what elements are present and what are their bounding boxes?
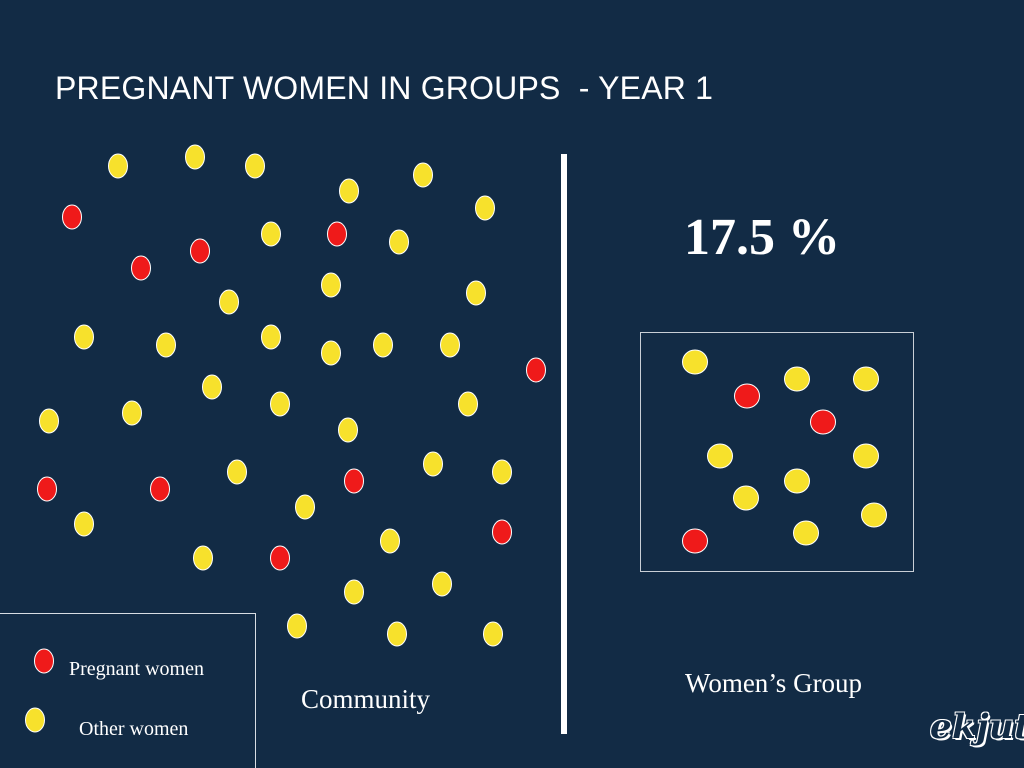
community-other-dot	[193, 545, 213, 571]
community-other-dot	[387, 621, 407, 647]
group-pregnant-dot	[682, 528, 708, 554]
community-pregnant-dot	[270, 545, 290, 571]
community-pregnant-dot	[492, 519, 512, 545]
community-other-dot	[466, 280, 486, 306]
community-other-dot	[261, 221, 281, 247]
community-pregnant-dot	[190, 238, 210, 264]
legend-box	[0, 613, 256, 768]
womens-group-dots	[682, 349, 887, 554]
legend-other-dot	[25, 707, 45, 733]
community-other-dot	[122, 400, 142, 426]
group-other-dot	[733, 485, 759, 511]
community-other-dot	[389, 229, 409, 255]
community-other-dot	[440, 332, 460, 358]
community-other-dot	[270, 391, 290, 417]
community-pregnant-dot	[37, 476, 57, 502]
community-pregnant-dot	[526, 357, 546, 383]
community-other-dot	[458, 391, 478, 417]
community-pregnant-dot	[62, 204, 82, 230]
community-other-dot	[245, 153, 265, 179]
community-label: Community	[301, 684, 431, 714]
group-other-dot	[707, 443, 733, 469]
community-other-dot	[156, 332, 176, 358]
community-other-dot	[423, 451, 443, 477]
community-other-dot	[227, 459, 247, 485]
community-other-dot	[287, 613, 307, 639]
community-pregnant-dot	[131, 255, 151, 281]
community-other-dot	[219, 289, 239, 315]
community-other-dot	[74, 511, 94, 537]
group-pregnant-dot	[734, 383, 760, 409]
community-other-dot	[373, 332, 393, 358]
womens-group-box	[640, 332, 914, 572]
community-other-dot	[261, 324, 281, 350]
group-pregnant-dot	[810, 409, 836, 435]
legend-dots	[25, 648, 54, 733]
percentage-value: 17.5 %	[684, 209, 840, 266]
community-other-dot	[321, 340, 341, 366]
ekjut-logo: ekjut	[930, 707, 1024, 747]
community-dots	[37, 144, 546, 647]
community-other-dot	[432, 571, 452, 597]
community-other-dot	[321, 272, 341, 298]
womens-group-label: Women’s Group	[685, 668, 863, 698]
group-other-dot	[784, 468, 810, 494]
legend-pregnant-label: Pregnant women	[69, 658, 204, 680]
community-other-dot	[413, 162, 433, 188]
community-other-dot	[380, 528, 400, 554]
group-other-dot	[793, 520, 819, 546]
group-other-dot	[853, 366, 879, 392]
community-other-dot	[74, 324, 94, 350]
slide-title: PREGNANT WOMEN IN GROUPS - YEAR 1	[55, 70, 714, 106]
group-other-dot	[784, 366, 810, 392]
community-other-dot	[339, 178, 359, 204]
community-other-dot	[492, 459, 512, 485]
legend-pregnant-dot	[34, 648, 54, 674]
community-other-dot	[344, 579, 364, 605]
group-other-dot	[861, 502, 887, 528]
community-other-dot	[185, 144, 205, 170]
group-other-dot	[853, 443, 879, 469]
community-other-dot	[202, 374, 222, 400]
legend-other-label: Other women	[79, 718, 189, 740]
community-other-dot	[475, 195, 495, 221]
group-other-dot	[682, 349, 708, 375]
community-pregnant-dot	[344, 468, 364, 494]
community-pregnant-dot	[327, 221, 347, 247]
community-pregnant-dot	[150, 476, 170, 502]
community-other-dot	[108, 153, 128, 179]
community-other-dot	[338, 417, 358, 443]
community-other-dot	[39, 408, 59, 434]
community-other-dot	[483, 621, 503, 647]
divider-line	[561, 154, 567, 734]
community-other-dot	[295, 494, 315, 520]
